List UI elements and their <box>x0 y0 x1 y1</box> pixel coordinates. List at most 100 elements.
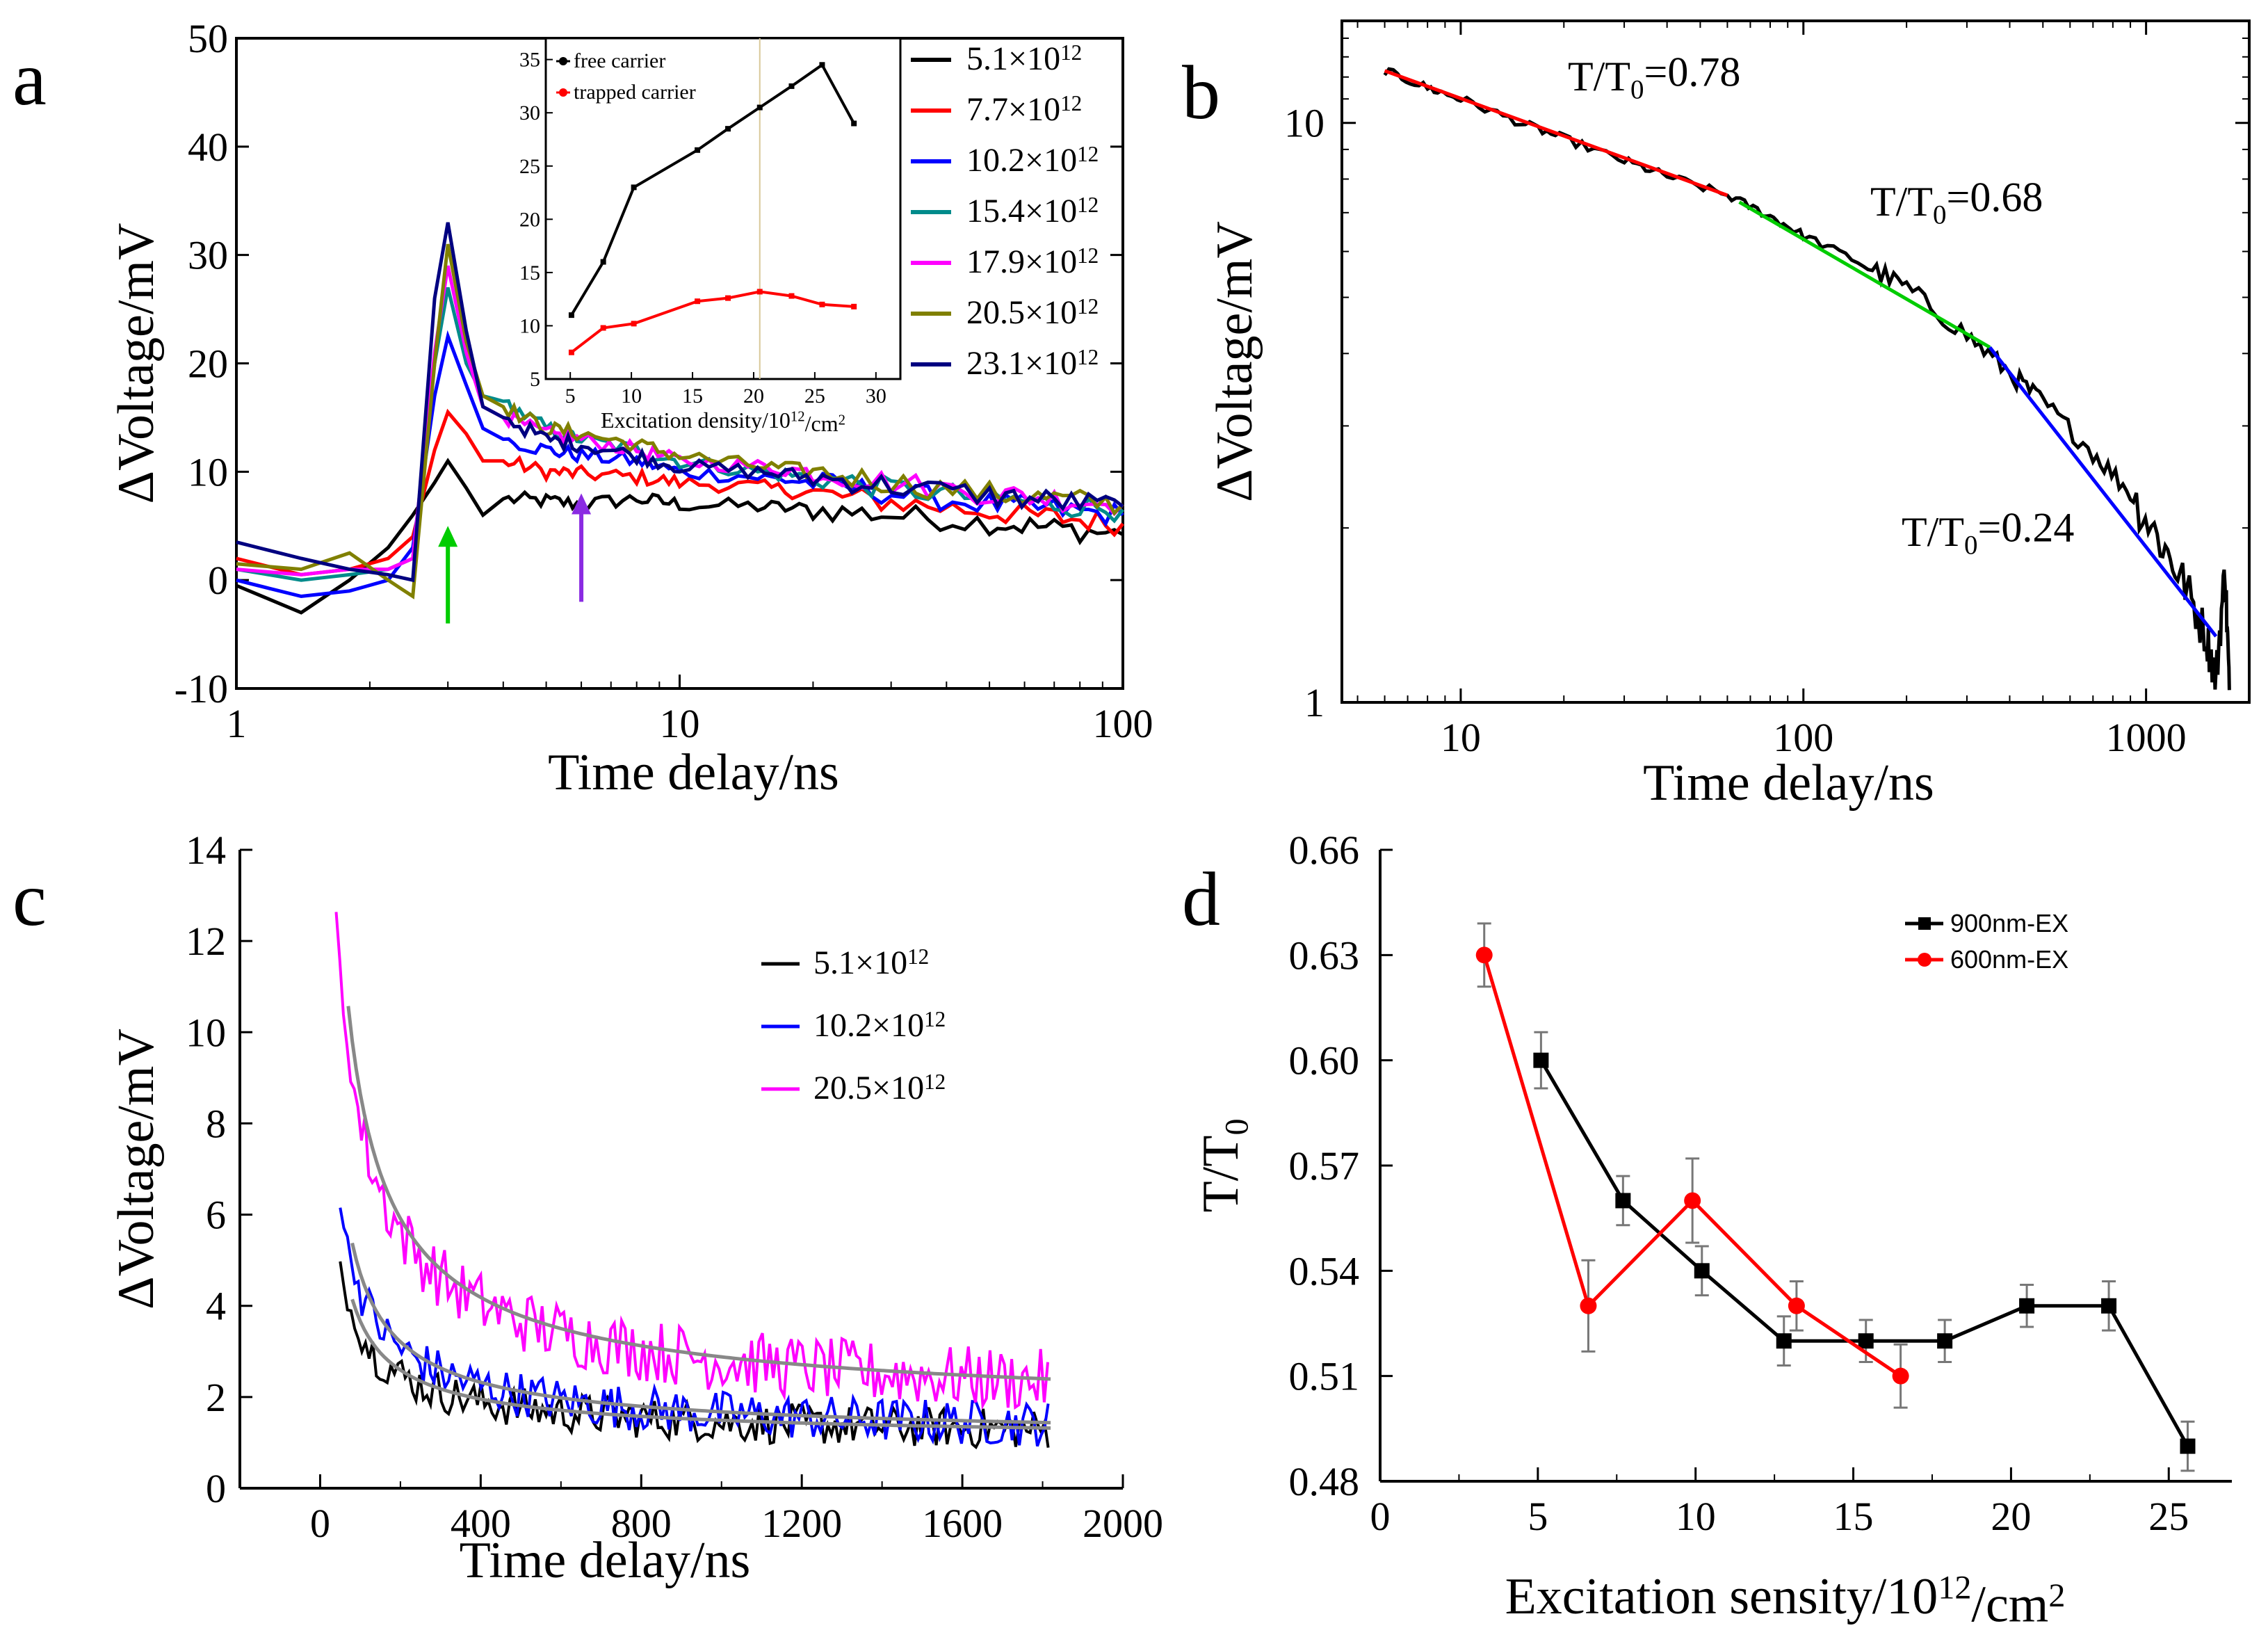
inset-y-tick-label: 25 <box>519 155 540 178</box>
legend-label-1: 10.2×1012 <box>813 1007 946 1044</box>
y-axis-title: ΔVoltage/mV <box>1206 221 1263 502</box>
inset-x-axis-title: Excitation density/1012/cm2 <box>601 408 845 436</box>
x-tick-label: 20 <box>1991 1494 2031 1539</box>
inset-point <box>568 312 574 319</box>
legend-marker-1 <box>1918 953 1931 967</box>
y-tick-label: -10 <box>175 666 228 711</box>
x-tick-label: 0 <box>310 1501 330 1546</box>
data-point-1 <box>1892 1367 1909 1385</box>
inset-point <box>568 349 574 355</box>
series-line-0 <box>236 458 1124 615</box>
x-tick-label: 1600 <box>922 1501 1003 1546</box>
x-axis-title: Excitation sensity/1012/cm2 <box>1505 1568 2066 1628</box>
inset-y-tick-label: 35 <box>519 49 540 72</box>
panel-a-chart: -10 0 10 20 30 40 50 1 10 100 Time delay/ns ΔVoltag… <box>108 16 1153 801</box>
inset-x-tick-label: 30 <box>866 385 886 408</box>
x-axis-title: Time delay/ns <box>460 1532 751 1589</box>
series-line-2 <box>334 912 1049 1410</box>
y-tick-label: 0.60 <box>1289 1038 1360 1083</box>
series-line-0 <box>339 1261 1050 1450</box>
inset-point <box>819 62 825 68</box>
x-tick-label: 800 <box>611 1501 672 1546</box>
data-point-0 <box>2101 1298 2117 1314</box>
y-tick-label: 12 <box>186 919 226 964</box>
annotation-2: T/T0=0.24 <box>1902 505 2074 561</box>
fit-line-3 <box>1988 346 2218 638</box>
legend-label-2: 20.5×1012 <box>813 1070 946 1106</box>
y-tick-label: 8 <box>206 1101 226 1146</box>
data-point-0 <box>2019 1298 2035 1314</box>
y-tick-label: 0.48 <box>1289 1459 1360 1504</box>
data-point-0 <box>1615 1193 1631 1209</box>
x-tick-label: 25 <box>2148 1494 2189 1539</box>
series-line-6 <box>236 222 1124 583</box>
data-point-0 <box>1937 1333 1953 1349</box>
fit-line-0 <box>350 1298 1051 1430</box>
x-tick-label: 10 <box>1676 1494 1716 1539</box>
data-point-1 <box>1475 946 1493 964</box>
legend-label-4: 17.9×1012 <box>966 243 1099 280</box>
inset-point <box>631 321 637 327</box>
panel-b-chart: 1 10 10 100 1000 Time delay/ns ΔVoltage/mV T/T0… <box>1206 19 2251 812</box>
data-point-0 <box>1858 1333 1874 1349</box>
inset-point <box>600 325 606 331</box>
y-tick-label: 0 <box>206 1466 226 1511</box>
inset-point <box>725 295 731 301</box>
y-tick-label: 0.57 <box>1289 1143 1360 1188</box>
inset-x-tick-label: 20 <box>743 385 764 408</box>
inset-x-tick-label: 5 <box>565 385 576 408</box>
y-tick-label: 2 <box>206 1375 226 1420</box>
y-tick-label: 50 <box>188 16 228 61</box>
inset-x-tick-label: 10 <box>621 385 642 408</box>
inset-point <box>725 126 731 132</box>
y-tick-label: 1 <box>1304 680 1325 725</box>
inset-point <box>851 120 857 127</box>
panel-label-c: c <box>13 857 47 942</box>
inset-point <box>600 259 606 265</box>
data-point-0 <box>2180 1438 2196 1454</box>
legend-label-3: 15.4×1012 <box>966 193 1099 229</box>
x-tick-label: 1200 <box>761 1501 842 1546</box>
fit-line-2 <box>1738 200 1991 349</box>
y-tick-label: 4 <box>206 1284 226 1329</box>
y-tick-label: 14 <box>186 828 226 873</box>
x-tick-label: 400 <box>451 1501 511 1546</box>
legend-label-0: 5.1×1012 <box>813 944 929 981</box>
fit-line-1 <box>350 1242 1051 1425</box>
y-axis-title: ΔVoltage/mV <box>108 223 165 504</box>
inset-y-tick-label: 20 <box>519 208 540 231</box>
legend-label-0: 900nm-EX <box>1950 909 2068 937</box>
inset-point <box>819 301 825 307</box>
inset-point <box>695 298 701 305</box>
y-tick-label: 0.51 <box>1289 1354 1360 1399</box>
inset-frame <box>544 37 902 380</box>
data-point-1 <box>1684 1192 1701 1209</box>
y-tick-label: 10 <box>1284 101 1325 146</box>
annotation-1: T/T0=0.68 <box>1870 175 2043 230</box>
legend-label-5: 20.5×1012 <box>966 294 1099 331</box>
x-tick-label: 10 <box>660 701 700 746</box>
y-tick-label: 0 <box>208 558 228 603</box>
panel-label-b: b <box>1182 50 1220 135</box>
inset-y-tick-label: 5 <box>530 368 540 391</box>
inset-point <box>788 83 795 89</box>
inset-point <box>756 289 763 295</box>
legend-label-2: 10.2×1012 <box>966 142 1099 179</box>
data-point-0 <box>1533 1052 1549 1068</box>
panel-label-d: d <box>1182 857 1220 942</box>
inset-point <box>788 293 795 299</box>
arrow-head-0 <box>438 526 458 547</box>
fit-line-2 <box>346 1006 1051 1381</box>
legend-marker-0 <box>1918 917 1931 930</box>
x-tick-label: 100 <box>1773 715 1833 760</box>
inset-point <box>695 147 701 153</box>
x-axis-title: Time delay/ns <box>1643 755 1934 812</box>
y-tick-label: 40 <box>188 124 228 170</box>
inset-x-tick-label: 15 <box>682 385 703 408</box>
legend-label-1: 7.7×1012 <box>966 91 1082 128</box>
x-tick-label: 15 <box>1833 1494 1874 1539</box>
y-tick-label: 0.63 <box>1289 933 1360 978</box>
inset-x-tick-label: 25 <box>804 385 825 408</box>
inset-y-tick-label: 30 <box>519 102 540 124</box>
data-line <box>1383 67 2231 691</box>
